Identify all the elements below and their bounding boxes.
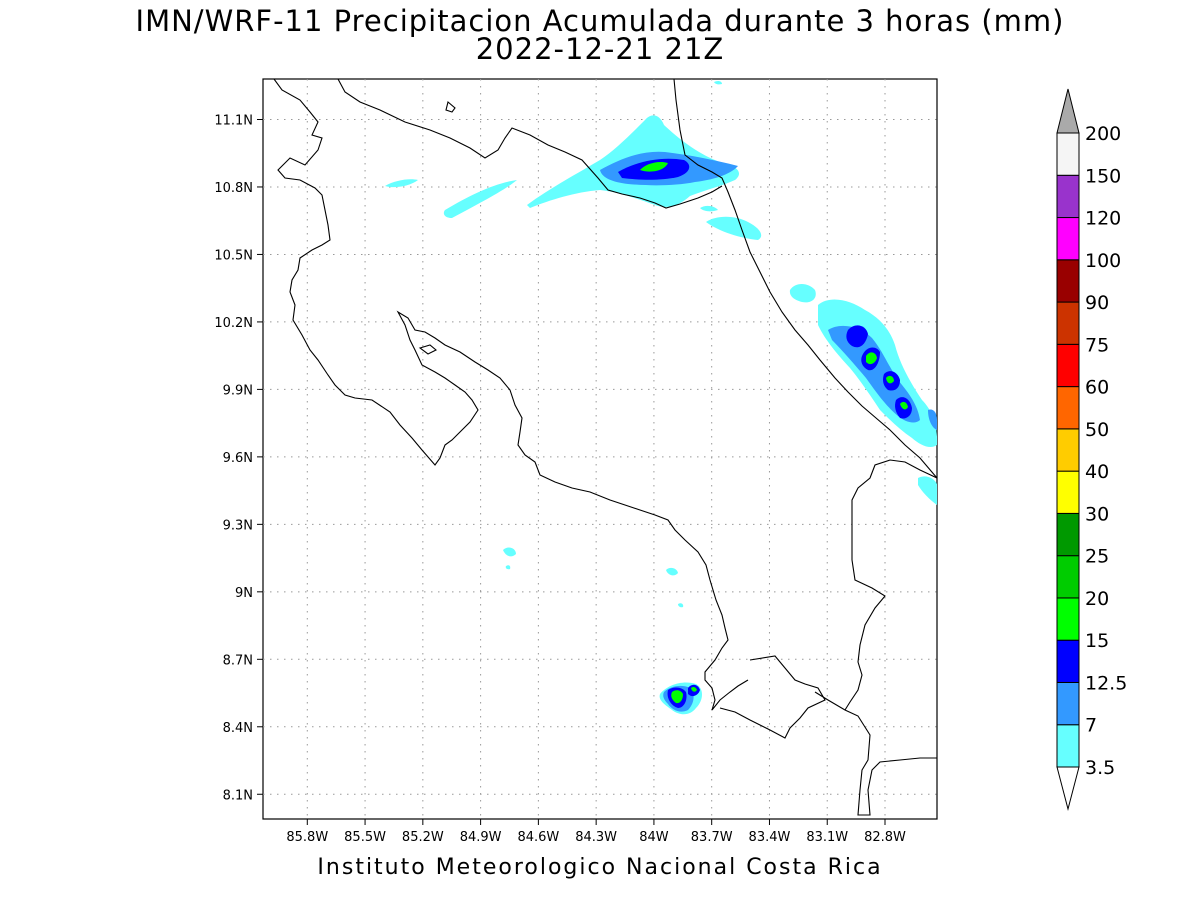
- lat-tick-label: 10.8N: [214, 181, 253, 196]
- map-subtitle: 2022-12-21 21Z: [475, 32, 725, 66]
- caribbean-coastline: [673, 79, 937, 479]
- legend-swatch: [1056, 428, 1080, 472]
- rain-cell-south: [503, 547, 702, 715]
- legend-swatch: [1056, 259, 1080, 303]
- osa-and-burica-coast: [719, 655, 826, 739]
- lat-tick-label: 9.9N: [223, 383, 253, 398]
- lat-tick-label: 9N: [235, 586, 253, 601]
- lat-tick-label: 8.7N: [223, 653, 253, 668]
- lon-tick-label: 85.8W: [286, 830, 328, 845]
- legend-level-label: 75: [1085, 334, 1109, 356]
- lat-tick-label: 11.1N: [214, 113, 253, 128]
- lon-tick-label: 84W: [639, 830, 669, 845]
- lon-tick-label: 83.4W: [749, 830, 791, 845]
- legend-level-label: 100: [1085, 250, 1121, 272]
- lon-tick-label: 85.2W: [402, 830, 444, 845]
- latitude-axis: 11.1N 10.8N 10.5N 10.2N 9.9N 9.6N 9.3N 9N 8.7N 8.…: [214, 113, 263, 803]
- lat-tick-label: 8.1N: [223, 788, 253, 803]
- lon-tick-label: 83.1W: [806, 830, 848, 845]
- lon-tick-label: 82.8W: [864, 830, 906, 845]
- lat-tick-label: 9.3N: [223, 518, 253, 533]
- pacific-coastline: [273, 79, 749, 711]
- legend-level-label: 60: [1085, 377, 1109, 399]
- legend-arrow-bottom: [1056, 766, 1080, 811]
- lon-tick-label: 85.5W: [344, 830, 386, 845]
- lon-tick-label: 84.9W: [460, 830, 502, 845]
- lon-tick-label: 83.7W: [691, 830, 733, 845]
- precipitation-field: [385, 80, 937, 715]
- legend-level-label: 20: [1085, 588, 1109, 610]
- lake-island: [445, 101, 456, 113]
- legend-level-label: 25: [1085, 546, 1109, 568]
- map-title: IMN/WRF-11 Precipitacion Acumulada duran…: [135, 4, 1065, 38]
- burica-peninsula: [814, 691, 937, 816]
- legend-swatch: [1056, 217, 1080, 261]
- legend-level-label: 200: [1085, 123, 1121, 145]
- legend-level-label: 3.5: [1085, 757, 1115, 779]
- legend-level-label: 90: [1085, 292, 1109, 314]
- map-frame: [262, 78, 938, 820]
- legend-swatch: [1056, 512, 1080, 557]
- graticule: [263, 79, 937, 819]
- gulf-island: [418, 344, 437, 355]
- legend-arrow-top: [1056, 88, 1080, 134]
- legend-level-label: 40: [1085, 461, 1109, 483]
- legend-swatch: [1056, 597, 1080, 641]
- lat-tick-label: 8.4N: [223, 721, 253, 736]
- legend-swatch: [1056, 639, 1080, 683]
- nicaragua-border: [337, 79, 723, 209]
- legend-level-label: 150: [1085, 165, 1121, 187]
- panama-border: [844, 459, 937, 711]
- longitude-axis: 85.8W 85.5W 85.2W 84.9W 84.6W 84.3W 84W 83.7W 83…: [286, 819, 906, 845]
- legend-level-label: 7: [1085, 715, 1097, 737]
- lat-tick-label: 10.5N: [214, 248, 253, 263]
- legend-level-label: 120: [1085, 208, 1121, 230]
- lat-tick-label: 9.6N: [223, 451, 253, 466]
- legend-swatch: [1056, 681, 1080, 726]
- legend-swatch: [1056, 343, 1080, 388]
- legend-swatch: [1056, 174, 1080, 219]
- coastlines: [273, 79, 937, 816]
- lat-tick-label: 10.2N: [214, 316, 253, 331]
- legend-swatch: [1056, 724, 1080, 768]
- legend-swatch: [1056, 386, 1080, 430]
- rain-cell-north-band: [385, 80, 762, 240]
- legend-swatch: [1056, 132, 1080, 176]
- legend-level-label: 12.5: [1085, 672, 1127, 694]
- legend-swatch: [1056, 555, 1080, 599]
- legend-level-label: 50: [1085, 419, 1109, 441]
- lon-tick-label: 84.6W: [517, 830, 559, 845]
- legend-swatch: [1056, 301, 1080, 345]
- legend-swatch: [1056, 470, 1080, 514]
- legend-level-label: 30: [1085, 503, 1109, 525]
- map-footer: Instituto Meteorologico Nacional Costa R…: [317, 855, 883, 880]
- legend-level-label: 15: [1085, 630, 1109, 652]
- rain-cell-caribbean-band: [789, 284, 937, 505]
- color-legend: 3.5 7 12.5 15 20 25 30 40 50 60 75 90 100 120 150 200: [1056, 88, 1127, 811]
- lon-tick-label: 84.3W: [575, 830, 617, 845]
